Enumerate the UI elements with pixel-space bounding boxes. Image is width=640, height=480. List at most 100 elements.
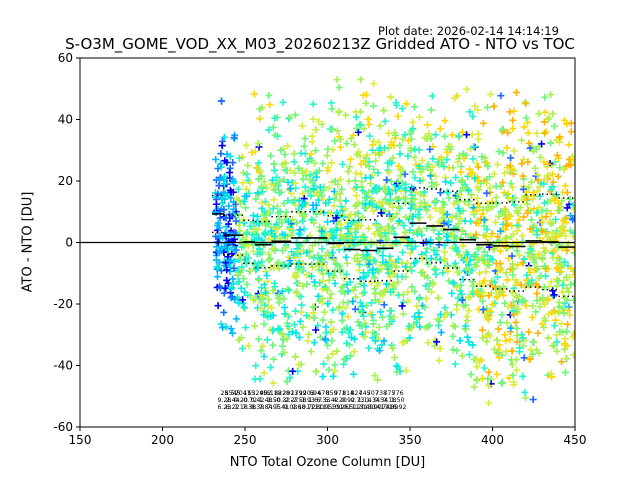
scatter-point [406, 240, 414, 248]
scatter-point [549, 178, 557, 186]
scatter-point [494, 233, 502, 241]
scatter-point [230, 179, 238, 187]
scatter-point [478, 153, 486, 161]
scatter-point [316, 333, 324, 341]
scatter-point [242, 141, 250, 149]
scatter-point [560, 116, 568, 124]
scatter-point [458, 352, 466, 360]
scatter-point [365, 188, 373, 196]
scatter-point [525, 184, 533, 192]
scatter-point [359, 254, 367, 262]
scatter-point [497, 266, 505, 274]
bin-count-label: 6118 [266, 390, 282, 397]
scatter-point [440, 219, 448, 227]
scatter-point [570, 296, 575, 304]
scatter-point [322, 337, 330, 345]
scatter-point [439, 269, 447, 277]
scatter-point [508, 252, 516, 260]
scatter-point [565, 288, 573, 296]
scatter-point [443, 310, 451, 318]
scatter-point [237, 200, 245, 208]
scatter-point [387, 288, 395, 296]
scatter-point [442, 178, 450, 186]
scatter-point [493, 200, 501, 208]
scatter-point [554, 172, 562, 180]
scatter-point [476, 280, 484, 288]
scatter-point [316, 223, 324, 231]
scatter-point [267, 152, 275, 160]
scatter-point [410, 287, 418, 295]
scatter-point [260, 352, 268, 360]
scatter-point [501, 299, 509, 307]
scatter-point [346, 211, 354, 219]
scatter-point [528, 276, 536, 284]
scatter-point [468, 278, 476, 286]
scatter-point [264, 208, 272, 216]
scatter-point [270, 279, 278, 287]
scatter-point [406, 130, 414, 138]
bin-count-label: 859 [326, 390, 338, 397]
scatter-point [450, 225, 458, 233]
bin-sd-label: 8.38 [250, 404, 264, 411]
scatter-point [359, 312, 367, 320]
scatter-point [324, 199, 332, 207]
scatter-point [388, 344, 396, 352]
scatter-point [519, 334, 527, 342]
scatter-point [324, 341, 332, 349]
scatter-point [342, 253, 350, 261]
scatter-point [528, 313, 536, 321]
scatter-point [244, 228, 252, 236]
scatter-point [518, 238, 526, 246]
scatter-point [312, 282, 320, 290]
scatter-point [499, 149, 507, 157]
scatter-point [295, 164, 303, 172]
scatter-point [398, 273, 406, 281]
scatter-point [265, 235, 273, 243]
scatter-point [516, 348, 524, 356]
scatter-point [349, 218, 357, 226]
scatter-point [235, 299, 243, 307]
plot-date: Plot date: 2026-02-14 14:14:19 [378, 24, 559, 38]
scatter-point [218, 142, 226, 150]
scatter-point [436, 344, 444, 352]
bin-sd-label: 9.03 [283, 404, 297, 411]
scatter-point [414, 309, 422, 317]
scatter-point [320, 360, 328, 368]
scatter-point [251, 322, 259, 330]
scatter-point [443, 232, 451, 240]
bin-count-label: 775 [383, 390, 395, 397]
scatter-point [347, 135, 355, 143]
scatter-point [363, 204, 371, 212]
x-tick-label: 450 [564, 433, 587, 447]
scatter-point [457, 281, 465, 289]
scatter-point [315, 118, 323, 126]
bin-mean-label: -0.73 [348, 397, 364, 404]
scatter-point [263, 308, 271, 316]
scatter-point [544, 295, 552, 303]
scatter-point [289, 367, 297, 375]
scatter-point [468, 266, 476, 274]
scatter-point [524, 158, 532, 166]
scatter-point [333, 127, 341, 135]
scatter-point [425, 130, 433, 138]
scatter-point [449, 164, 457, 172]
scatter-point [519, 296, 527, 304]
scatter-point [488, 300, 496, 308]
scatter-point [437, 311, 445, 319]
scatter-point [443, 210, 451, 218]
scatter-point [517, 281, 525, 289]
scatter-point [253, 264, 261, 272]
scatter-point [274, 209, 282, 217]
scatter-point [533, 209, 541, 217]
scatter-point [510, 147, 518, 155]
scatter-point [342, 111, 350, 119]
scatter-point [299, 323, 307, 331]
scatter-point [325, 366, 333, 374]
scatter-point [216, 232, 224, 240]
scatter-point [343, 339, 351, 347]
scatter-point [406, 249, 414, 257]
scatter-point [540, 283, 548, 291]
scatter-point [561, 182, 569, 190]
scatter-point [551, 158, 559, 166]
scatter-point [234, 185, 242, 193]
